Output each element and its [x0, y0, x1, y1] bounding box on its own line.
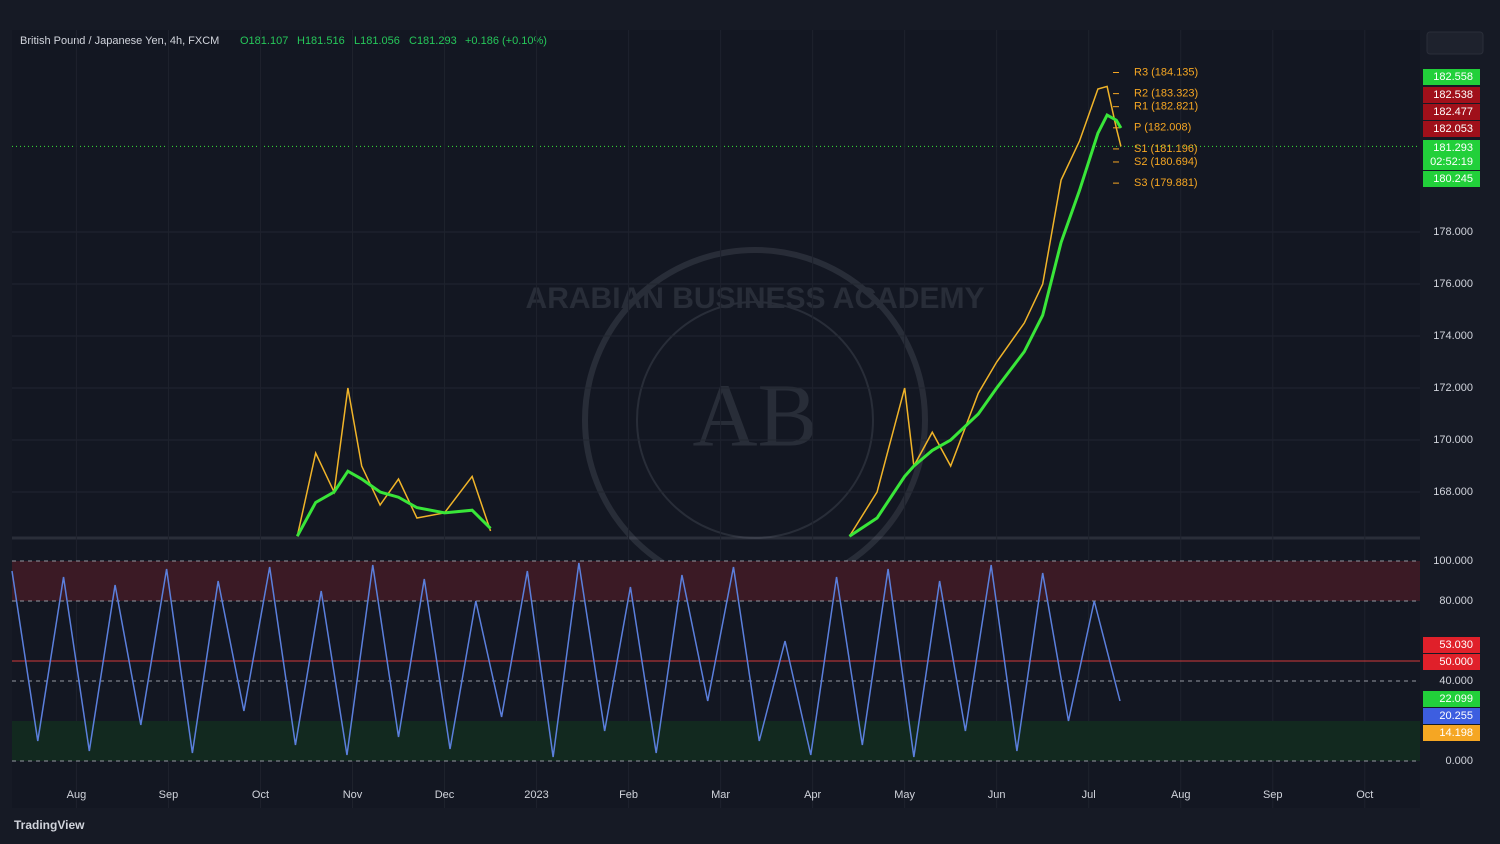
price-tag — [1423, 69, 1480, 85]
x-tick-label: Nov — [343, 789, 363, 801]
pivot-label: S3 (179.881) — [1134, 177, 1198, 189]
price-tag-label: 182.053 — [1433, 123, 1473, 135]
x-tick-label: Dec — [435, 789, 455, 801]
pivot-label: R2 (183.323) — [1134, 88, 1198, 100]
pivot-label: R3 (184.135) — [1134, 66, 1198, 78]
price-tag-label: 182.538 — [1433, 89, 1473, 101]
price-tag — [1423, 140, 1480, 156]
x-tick-label: Sep — [159, 789, 179, 801]
series-line — [295, 469, 492, 537]
y-tick-label: 178.000 — [1433, 226, 1473, 238]
ohlc-high: H181.516 — [297, 35, 345, 47]
price-tag-label: 14.198 — [1439, 727, 1473, 739]
x-tick-label: May — [894, 789, 915, 801]
zone — [12, 561, 1420, 601]
plot-area — [12, 30, 1420, 808]
price-tag — [1423, 637, 1480, 653]
pivot-label: R1 (182.821) — [1134, 101, 1198, 113]
price-tag — [1423, 691, 1480, 707]
price-tag — [1423, 87, 1480, 103]
y-tick-label: 40.000 — [1439, 675, 1473, 687]
y-tick-label: 0.000 — [1445, 755, 1473, 767]
x-tick-label: 2023 — [524, 789, 548, 801]
price-tag-label: 182.477 — [1433, 106, 1473, 118]
y-tick-label: 172.000 — [1433, 382, 1473, 394]
x-tick-label: Mar — [711, 789, 730, 801]
y-tick-label: 174.000 — [1433, 330, 1473, 342]
price-tag-label: 22.099 — [1439, 693, 1473, 705]
x-tick-label: Aug — [1171, 789, 1191, 801]
price-tag — [1423, 708, 1480, 724]
watermark-title: ARABIAN BUSINESS ACADEMY — [526, 282, 985, 315]
price-tag-label: 181.293 — [1433, 142, 1473, 154]
y-tick-label: 168.000 — [1433, 486, 1473, 498]
symbol: British Pound / Japanese Yen, 4h, FXCM — [20, 35, 219, 47]
price-tag — [1423, 104, 1480, 120]
x-tick-label: Jun — [988, 789, 1006, 801]
x-tick-label: Jul — [1082, 789, 1096, 801]
ohlc-change: +0.186 (+0.10%) — [465, 35, 547, 47]
price-tag — [1423, 725, 1480, 741]
brand: TradingView — [14, 818, 85, 832]
y-tick-label: 80.000 — [1439, 595, 1473, 607]
ohlc-close: C181.293 — [409, 35, 457, 47]
series-line — [848, 85, 1122, 537]
x-tick-label: Oct — [252, 789, 269, 801]
price-tag — [1423, 121, 1480, 137]
zone — [12, 721, 1420, 761]
ohlc-low: L181.056 — [354, 35, 400, 47]
price-tag — [1423, 154, 1480, 170]
x-tick-label: Sep — [1263, 789, 1283, 801]
price-tag — [1423, 654, 1480, 670]
price-tag-label: 50.000 — [1439, 656, 1473, 668]
series-line — [296, 387, 492, 537]
price-tag-label: 182.558 — [1433, 71, 1473, 83]
series-line — [848, 112, 1123, 538]
watermark-ring — [636, 301, 874, 539]
price-tag-label: 53.030 — [1439, 639, 1473, 651]
y-tick-label: 170.000 — [1433, 434, 1473, 446]
price-tag-label: 02:52:19 — [1430, 156, 1473, 168]
x-tick-label: Oct — [1356, 789, 1373, 801]
watermark: ARABIAN BUSINESS ACADEMY AB — [526, 247, 985, 593]
watermark-logo: AB — [692, 367, 817, 466]
pivot-label: P (182.008) — [1134, 122, 1191, 134]
pivot-label: S2 (180.694) — [1134, 156, 1198, 168]
y-tick-label: 176.000 — [1433, 278, 1473, 290]
settings-button[interactable] — [1426, 31, 1484, 55]
ohlc-open: O181.107 — [240, 35, 288, 47]
x-tick-label: Aug — [67, 789, 87, 801]
x-tick-label: Apr — [804, 789, 821, 801]
price-tag-label: 180.245 — [1433, 173, 1473, 185]
x-tick-label: Feb — [619, 789, 638, 801]
series-line — [11, 562, 1121, 758]
y-tick-label: 100.000 — [1433, 555, 1473, 567]
pivot-label: S1 (181.196) — [1134, 143, 1198, 155]
price-tag — [1423, 171, 1480, 187]
price-tag-label: 20.255 — [1439, 710, 1473, 722]
